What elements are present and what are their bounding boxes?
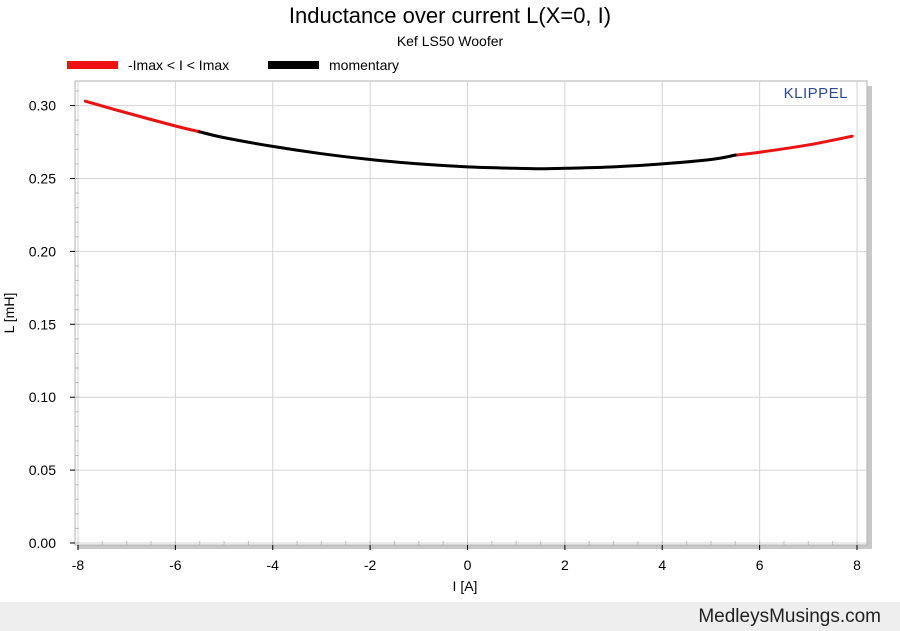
x-tick-label: 4 [658,557,666,573]
y-axis-ticks: 0.00 0.05 0.10 0.15 0.20 0.25 0.30 [29,98,75,551]
x-tick-label: 2 [561,557,569,573]
plot-frame-shadow-right [867,86,872,549]
x-tick-label: -8 [72,557,85,573]
legend: -Imax < I < Imax momentary [67,57,399,73]
chart-title: Inductance over current L(X=0, I) [289,3,611,28]
x-tick-label: 8 [853,557,861,573]
y-axis-label: L [mH] [1,293,17,334]
legend-swatch-0 [67,61,118,69]
x-tick-label: -2 [364,557,377,573]
y-tick-label: 0.00 [29,535,56,551]
y-tick-label: 0.05 [29,462,56,478]
x-axis-ticks: -8 -6 -4 -2 0 2 4 6 8 [72,545,861,573]
y-tick-label: 0.20 [29,243,56,259]
legend-label-0: -Imax < I < Imax [128,57,229,73]
y-tick-label: 0.15 [29,316,56,332]
y-tick-label: 0.25 [29,170,56,186]
series-1-segment-0 [198,130,737,171]
klippel-watermark: KLIPPEL [784,85,848,102]
series-0-segment-0 [83,99,202,134]
series-0-segment-1 [733,134,854,157]
legend-label-1: momentary [329,57,399,73]
chart-subtitle: Kef LS50 Woofer [397,33,504,49]
legend-swatch-1 [268,61,319,69]
x-axis-label: I [A] [453,578,478,594]
y-tick-label: 0.30 [29,98,56,114]
plot-frame-shadow-bottom [77,545,872,549]
chart: Inductance over current L(X=0, I) Kef LS… [1,3,872,594]
x-tick-label: -6 [169,557,182,573]
x-tick-label: 6 [756,557,764,573]
minor-ticks [75,90,858,545]
y-tick-label: 0.10 [29,389,56,405]
footer-watermark: MedleysMusings.com [698,606,881,627]
x-tick-label: -4 [267,557,280,573]
footer-bar: MedleysMusings.com [0,602,900,631]
plot-area [74,80,868,546]
x-tick-label: 0 [464,557,472,573]
series-lines [83,99,854,171]
